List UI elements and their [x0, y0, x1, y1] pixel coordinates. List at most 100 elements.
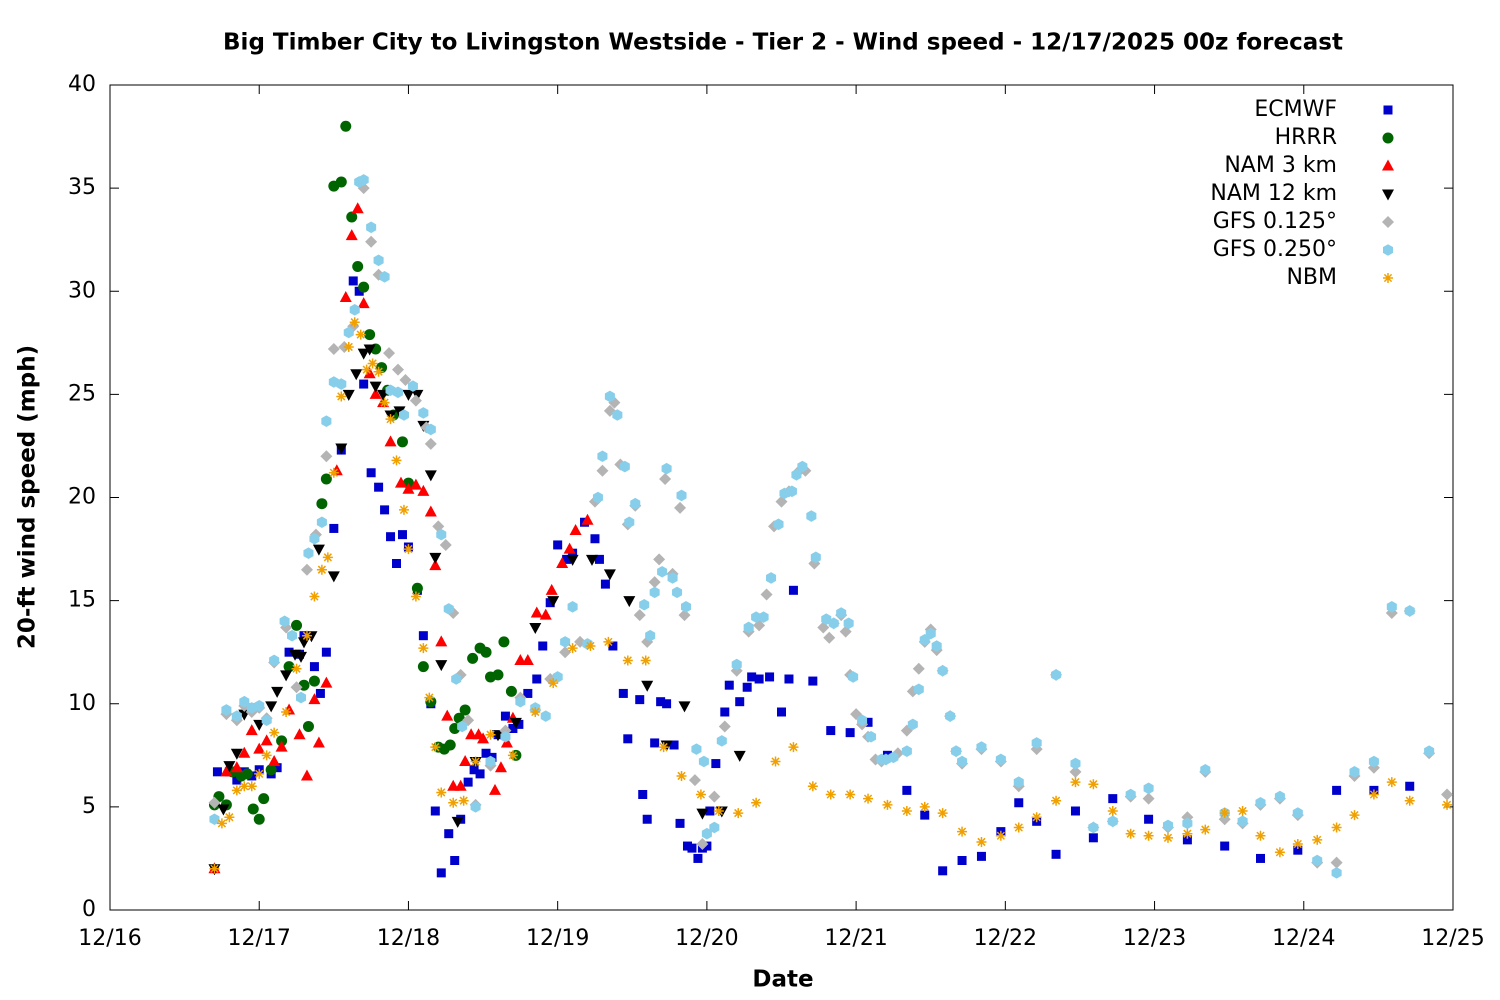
data-point — [698, 755, 709, 768]
data-point — [302, 720, 314, 732]
data-point — [733, 750, 746, 762]
data-point — [316, 564, 327, 575]
data-point — [308, 675, 320, 687]
data-point — [693, 853, 703, 863]
data-point — [530, 606, 543, 618]
data-point — [394, 476, 407, 488]
data-point — [957, 856, 967, 865]
data-point — [661, 462, 672, 475]
data-point — [594, 554, 604, 564]
data-point — [603, 569, 616, 581]
data-point — [658, 742, 669, 753]
x-tick-label: 12/17 — [228, 926, 291, 951]
data-point — [1255, 830, 1266, 841]
data-point — [696, 838, 709, 850]
data-point — [316, 498, 328, 510]
data-point — [642, 814, 652, 824]
data-point — [488, 783, 501, 795]
data-point — [653, 553, 666, 566]
data-point — [547, 596, 560, 608]
data-point — [444, 739, 456, 751]
data-point — [320, 676, 333, 688]
data-point — [567, 601, 578, 613]
data-point — [239, 695, 250, 708]
data-point — [718, 720, 731, 733]
data-point — [724, 680, 734, 690]
data-point — [500, 736, 513, 748]
y-tick-label: 25 — [68, 381, 96, 406]
data-point — [217, 804, 230, 816]
data-point — [312, 736, 325, 748]
data-point — [1107, 806, 1118, 816]
data-point — [622, 655, 633, 666]
data-point — [538, 641, 548, 651]
data-point — [945, 710, 956, 722]
data-point — [1293, 845, 1303, 855]
data-point — [951, 745, 962, 757]
data-point — [901, 745, 912, 757]
y-tick-label: 40 — [68, 72, 96, 97]
data-point — [410, 591, 421, 602]
data-point — [1274, 847, 1285, 858]
data-point — [411, 582, 423, 594]
data-point — [379, 397, 390, 408]
data-point — [1404, 795, 1415, 806]
data-point — [291, 663, 302, 674]
data-point — [380, 505, 390, 515]
data-point — [1312, 834, 1323, 845]
data-point — [720, 707, 730, 717]
data-point — [515, 695, 526, 708]
x-tick-label: 12/23 — [1123, 926, 1186, 951]
data-point — [418, 407, 429, 419]
data-point — [648, 576, 661, 589]
data-point — [321, 415, 332, 427]
data-point — [301, 630, 312, 641]
data-point — [937, 808, 948, 819]
data-point — [369, 387, 382, 399]
data-point — [735, 697, 745, 707]
data-point — [409, 394, 422, 407]
legend-label: NBM — [1286, 265, 1337, 290]
legend-marker — [1383, 105, 1393, 115]
x-tick-label: 12/19 — [526, 926, 589, 951]
data-point — [417, 661, 429, 673]
data-point — [220, 765, 233, 777]
legend-marker — [1383, 273, 1393, 283]
data-point — [348, 276, 358, 286]
data-point — [532, 674, 542, 684]
data-point — [1013, 776, 1024, 788]
data-point — [231, 710, 242, 722]
data-point — [435, 635, 448, 647]
data-point — [369, 381, 382, 393]
x-tick-label: 12/22 — [974, 926, 1037, 951]
data-point — [224, 812, 235, 823]
data-point — [441, 709, 454, 721]
data-point — [1292, 807, 1303, 819]
data-point — [765, 672, 775, 682]
data-point — [1108, 794, 1118, 804]
y-tick-label: 35 — [68, 175, 96, 200]
data-point — [508, 724, 518, 733]
data-point — [308, 693, 321, 705]
data-point — [657, 565, 668, 578]
data-point — [343, 326, 354, 339]
data-point — [938, 866, 948, 876]
data-point — [485, 755, 496, 768]
data-point — [1349, 766, 1360, 778]
data-point — [773, 518, 784, 531]
data-point — [1162, 832, 1173, 843]
data-point — [392, 559, 402, 568]
data-point — [470, 756, 481, 767]
data-point — [352, 261, 364, 272]
data-point — [857, 714, 868, 727]
legend-label: ECMWF — [1254, 97, 1337, 122]
data-point — [797, 460, 808, 473]
data-point — [345, 229, 358, 241]
data-point — [669, 740, 679, 750]
data-point — [231, 785, 242, 796]
data-point — [354, 286, 364, 296]
data-point — [888, 751, 899, 764]
data-point — [687, 843, 697, 853]
data-point — [245, 724, 258, 736]
